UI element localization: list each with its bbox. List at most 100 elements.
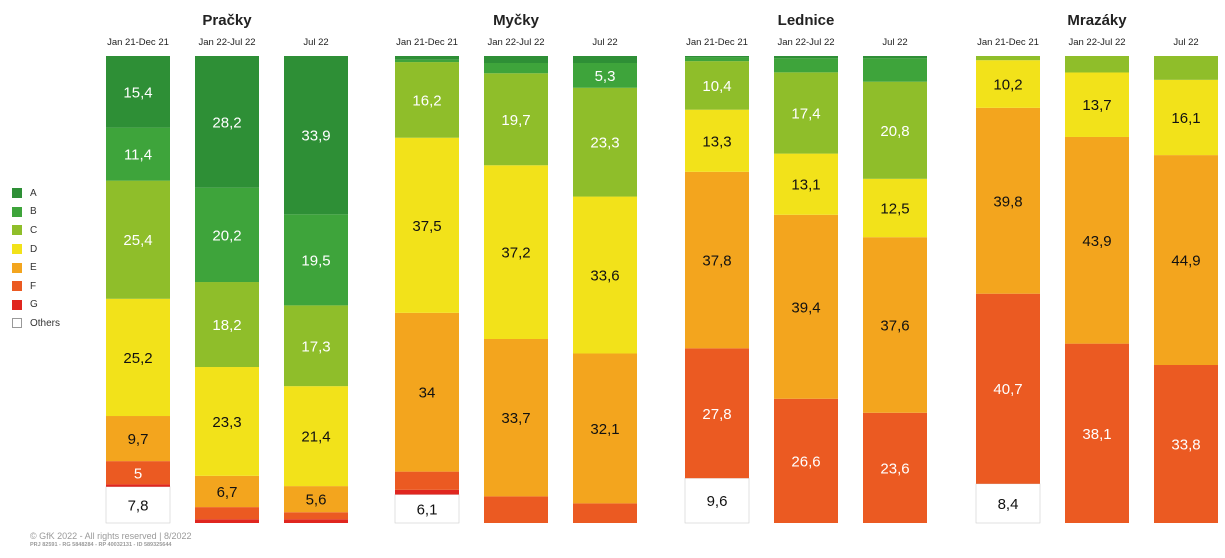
- period-label: Jan 21-Dec 21: [686, 37, 748, 48]
- bar-segment-a: [484, 56, 548, 63]
- bar-segment-a: [774, 56, 838, 58]
- legend-swatch: [12, 281, 22, 291]
- data-label: 13,7: [1082, 97, 1111, 114]
- data-label: 37,5: [412, 218, 441, 235]
- legend: A B C D E F G Others: [12, 184, 60, 333]
- data-label: 5,6: [306, 492, 327, 509]
- data-label: 37,6: [880, 317, 909, 334]
- legend-item-e: E: [12, 258, 60, 277]
- group-title: Pračky: [202, 12, 252, 29]
- legend-label: G: [30, 299, 38, 310]
- period-label: Jan 22-Jul 22: [487, 37, 544, 48]
- data-label: 43,9: [1082, 233, 1111, 250]
- bar-segment-f: [395, 472, 459, 490]
- project-ids: PRJ 82591 - RG 5848284 - RP 40032131 - I…: [30, 542, 192, 548]
- data-label: 33,9: [301, 128, 330, 145]
- data-label: 5,3: [595, 68, 616, 85]
- data-label: 39,4: [791, 299, 820, 316]
- bar-segment-g: [195, 519, 259, 523]
- legend-item-b: B: [12, 203, 60, 222]
- legend-label: E: [30, 262, 37, 273]
- legend-swatch: [12, 225, 22, 235]
- data-label: 37,8: [702, 253, 731, 270]
- period-label: Jul 22: [303, 37, 328, 48]
- data-label: 17,4: [791, 105, 820, 122]
- bar-segment-f: [484, 496, 548, 523]
- legend-item-d: D: [12, 240, 60, 259]
- legend-swatch: [12, 207, 22, 217]
- data-label: 19,7: [501, 112, 530, 129]
- period-label: Jul 22: [1173, 37, 1198, 48]
- period-label: Jan 22-Jul 22: [1068, 37, 1125, 48]
- legend-label: Others: [30, 318, 60, 329]
- bar-segment-c: [1065, 56, 1129, 72]
- legend-swatch: [12, 244, 22, 254]
- bar-segment-f: [573, 503, 637, 523]
- data-label: 13,1: [791, 177, 820, 194]
- data-label: 19,5: [301, 252, 330, 269]
- data-label: 28,2: [212, 114, 241, 131]
- bar-segment-a: [395, 56, 459, 60]
- data-label: 32,1: [590, 421, 619, 438]
- group-title: Mrazáky: [1067, 12, 1127, 29]
- data-label: 20,2: [212, 227, 241, 244]
- legend-swatch: [12, 188, 22, 198]
- data-label: 10,2: [993, 77, 1022, 94]
- bar-segment-a: [685, 56, 749, 57]
- bar-segment-c: [976, 56, 1040, 60]
- bar-segment-g: [106, 484, 170, 486]
- data-label: 8,4: [998, 496, 1019, 513]
- data-label: 9,6: [707, 493, 728, 510]
- legend-label: A: [30, 188, 37, 199]
- data-label: 16,2: [412, 92, 441, 109]
- legend-item-g: G: [12, 296, 60, 315]
- data-label: 23,3: [212, 414, 241, 431]
- legend-item-c: C: [12, 221, 60, 240]
- legend-swatch: [12, 318, 22, 328]
- data-label: 38,1: [1082, 426, 1111, 443]
- data-label: 25,4: [123, 232, 152, 249]
- bar-segment-b: [395, 60, 459, 62]
- data-label: 23,6: [880, 460, 909, 477]
- data-label: 9,7: [128, 431, 149, 448]
- data-label: 20,8: [880, 123, 909, 140]
- data-label: 25,2: [123, 350, 152, 367]
- legend-swatch: [12, 300, 22, 310]
- bar-segment-b: [863, 58, 927, 81]
- data-label: 12,5: [880, 201, 909, 218]
- data-label: 27,8: [702, 406, 731, 423]
- legend-item-others: Others: [12, 314, 60, 333]
- period-label: Jan 21-Dec 21: [396, 37, 458, 48]
- data-label: 6,7: [217, 484, 238, 501]
- data-label: 13,3: [702, 133, 731, 150]
- bar-segment-b: [774, 58, 838, 72]
- legend-label: B: [30, 206, 37, 217]
- data-label: 6,1: [417, 501, 438, 518]
- bar-segment-a: [863, 56, 927, 58]
- footer: © GfK 2022 - All rights reserved | 8/202…: [30, 531, 192, 548]
- period-label: Jan 21-Dec 21: [107, 37, 169, 48]
- data-label: 33,7: [501, 410, 530, 427]
- bar-segment-c: [1154, 56, 1218, 80]
- period-label: Jan 22-Jul 22: [198, 37, 255, 48]
- data-label: 10,4: [702, 78, 731, 95]
- data-label: 15,4: [123, 84, 152, 101]
- period-label: Jan 22-Jul 22: [777, 37, 834, 48]
- data-label: 34: [419, 385, 436, 402]
- data-label: 37,2: [501, 245, 530, 262]
- legend-swatch: [12, 263, 22, 273]
- bar-segment-b: [484, 63, 548, 73]
- legend-label: D: [30, 244, 37, 255]
- data-label: 21,4: [301, 429, 330, 446]
- data-label: 33,8: [1171, 436, 1200, 453]
- group-title: Lednice: [778, 12, 835, 29]
- data-label: 44,9: [1171, 253, 1200, 270]
- legend-label: F: [30, 281, 36, 292]
- data-label: 16,1: [1171, 110, 1200, 127]
- data-label: 18,2: [212, 317, 241, 334]
- data-label: 11,4: [124, 147, 152, 164]
- data-label: 5: [134, 465, 142, 482]
- data-label: 39,8: [993, 193, 1022, 210]
- data-label: 33,6: [590, 268, 619, 285]
- legend-item-f: F: [12, 277, 60, 296]
